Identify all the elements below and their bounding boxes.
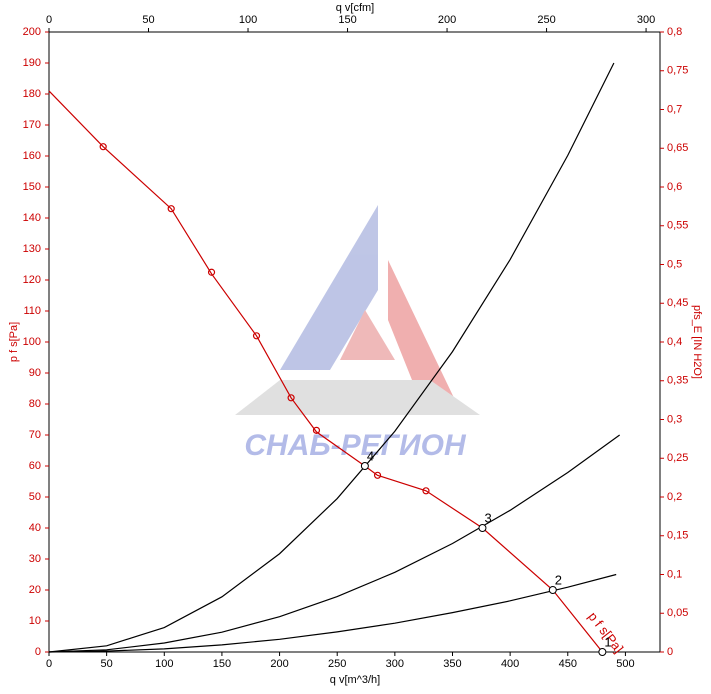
y-tick-label: 40 xyxy=(29,522,41,534)
x-tick-label: 400 xyxy=(501,658,519,670)
y-tick-label: 10 xyxy=(29,615,41,627)
y2-tick-label: 0,45 xyxy=(667,297,688,309)
watermark-text: СНАБ-РЕГИОН xyxy=(244,429,467,462)
y-tick-label: 170 xyxy=(23,119,41,131)
y-axis-title: p f s[Pa] xyxy=(8,322,20,362)
y2-tick-label: 0,7 xyxy=(667,103,682,115)
y2-tick-label: 0 xyxy=(667,646,673,658)
y2-tick-label: 0,6 xyxy=(667,181,682,193)
y-tick-label: 110 xyxy=(23,305,41,317)
data-point xyxy=(312,426,321,434)
operating-point xyxy=(548,586,557,594)
y-tick-label: 100 xyxy=(23,336,41,348)
y2-tick-label: 0,15 xyxy=(667,530,688,542)
x-tick-label: 50 xyxy=(101,658,113,670)
data-point xyxy=(99,143,107,151)
y-tick-label: 90 xyxy=(29,367,41,379)
y-tick-label: 160 xyxy=(23,150,41,162)
y2-axis-title: pfs_E [IN H2O] xyxy=(691,305,703,379)
watermark-logo xyxy=(235,205,480,415)
y-tick-label: 180 xyxy=(23,88,41,100)
y2-tick-label: 0,3 xyxy=(667,413,682,425)
x-tick-label: 500 xyxy=(616,658,634,670)
y-tick-label: 120 xyxy=(23,274,41,286)
series-line xyxy=(48,90,603,653)
point-label: 1 xyxy=(604,634,611,649)
x-tick-label: 150 xyxy=(213,658,231,670)
y-tick-label: 200 xyxy=(23,26,41,38)
x-tick-label: 350 xyxy=(443,658,461,670)
y2-tick-label: 0,75 xyxy=(667,65,688,77)
y2-tick-label: 0,35 xyxy=(667,375,688,387)
y-tick-label: 0 xyxy=(35,646,41,658)
x-tick-label: 300 xyxy=(386,658,404,670)
data-point xyxy=(252,332,261,340)
y-tick-label: 30 xyxy=(29,553,41,565)
series-line xyxy=(48,434,621,653)
point-label: 4 xyxy=(367,448,374,463)
y-tick-label: 20 xyxy=(29,584,41,596)
x-tick-label: 450 xyxy=(559,658,577,670)
y2-tick-label: 0,8 xyxy=(667,26,682,38)
y-tick-label: 80 xyxy=(29,398,41,410)
y2-tick-label: 0,4 xyxy=(667,336,682,348)
operating-point xyxy=(478,524,487,532)
x2-tick-label: 300 xyxy=(637,14,655,26)
y-tick-label: 130 xyxy=(23,243,41,255)
x-tick-label: 250 xyxy=(328,658,346,670)
y-tick-label: 50 xyxy=(29,491,41,503)
series-line xyxy=(48,62,615,653)
y2-tick-label: 0,2 xyxy=(667,491,682,503)
data-point xyxy=(207,268,216,276)
x2-tick-label: 100 xyxy=(239,14,257,26)
operating-point xyxy=(598,648,607,656)
x2-axis-title: q v[cfm] xyxy=(336,2,375,14)
x-tick-label: 0 xyxy=(46,658,52,670)
y2-tick-label: 0,5 xyxy=(667,258,682,270)
point-label: 3 xyxy=(484,510,491,525)
y2-tick-label: 0,05 xyxy=(667,607,688,619)
y2-tick-label: 0,1 xyxy=(667,568,682,580)
operating-point xyxy=(360,462,369,470)
data-point xyxy=(422,487,430,495)
data-point xyxy=(373,471,382,479)
y2-tick-label: 0,65 xyxy=(667,142,688,154)
y-tick-label: 140 xyxy=(23,212,41,224)
x2-tick-label: 250 xyxy=(537,14,555,26)
x2-tick-label: 50 xyxy=(142,14,154,26)
point-label: 2 xyxy=(555,572,562,587)
x2-tick-label: 200 xyxy=(438,14,456,26)
y-tick-label: 60 xyxy=(29,460,41,472)
x-tick-label: 100 xyxy=(155,658,173,670)
x2-tick-label: 150 xyxy=(338,14,356,26)
y2-tick-label: 0,25 xyxy=(667,452,688,464)
x-tick-label: 200 xyxy=(270,658,288,670)
y-tick-label: 70 xyxy=(29,429,41,441)
data-point xyxy=(287,394,295,402)
series-line xyxy=(48,573,617,653)
y-tick-label: 190 xyxy=(23,57,41,69)
y-tick-label: 150 xyxy=(23,181,41,193)
y2-tick-label: 0,55 xyxy=(667,220,688,232)
x2-tick-label: 0 xyxy=(46,14,52,26)
x-axis-title: q v[m^3/h] xyxy=(330,674,380,686)
data-point xyxy=(167,205,175,213)
